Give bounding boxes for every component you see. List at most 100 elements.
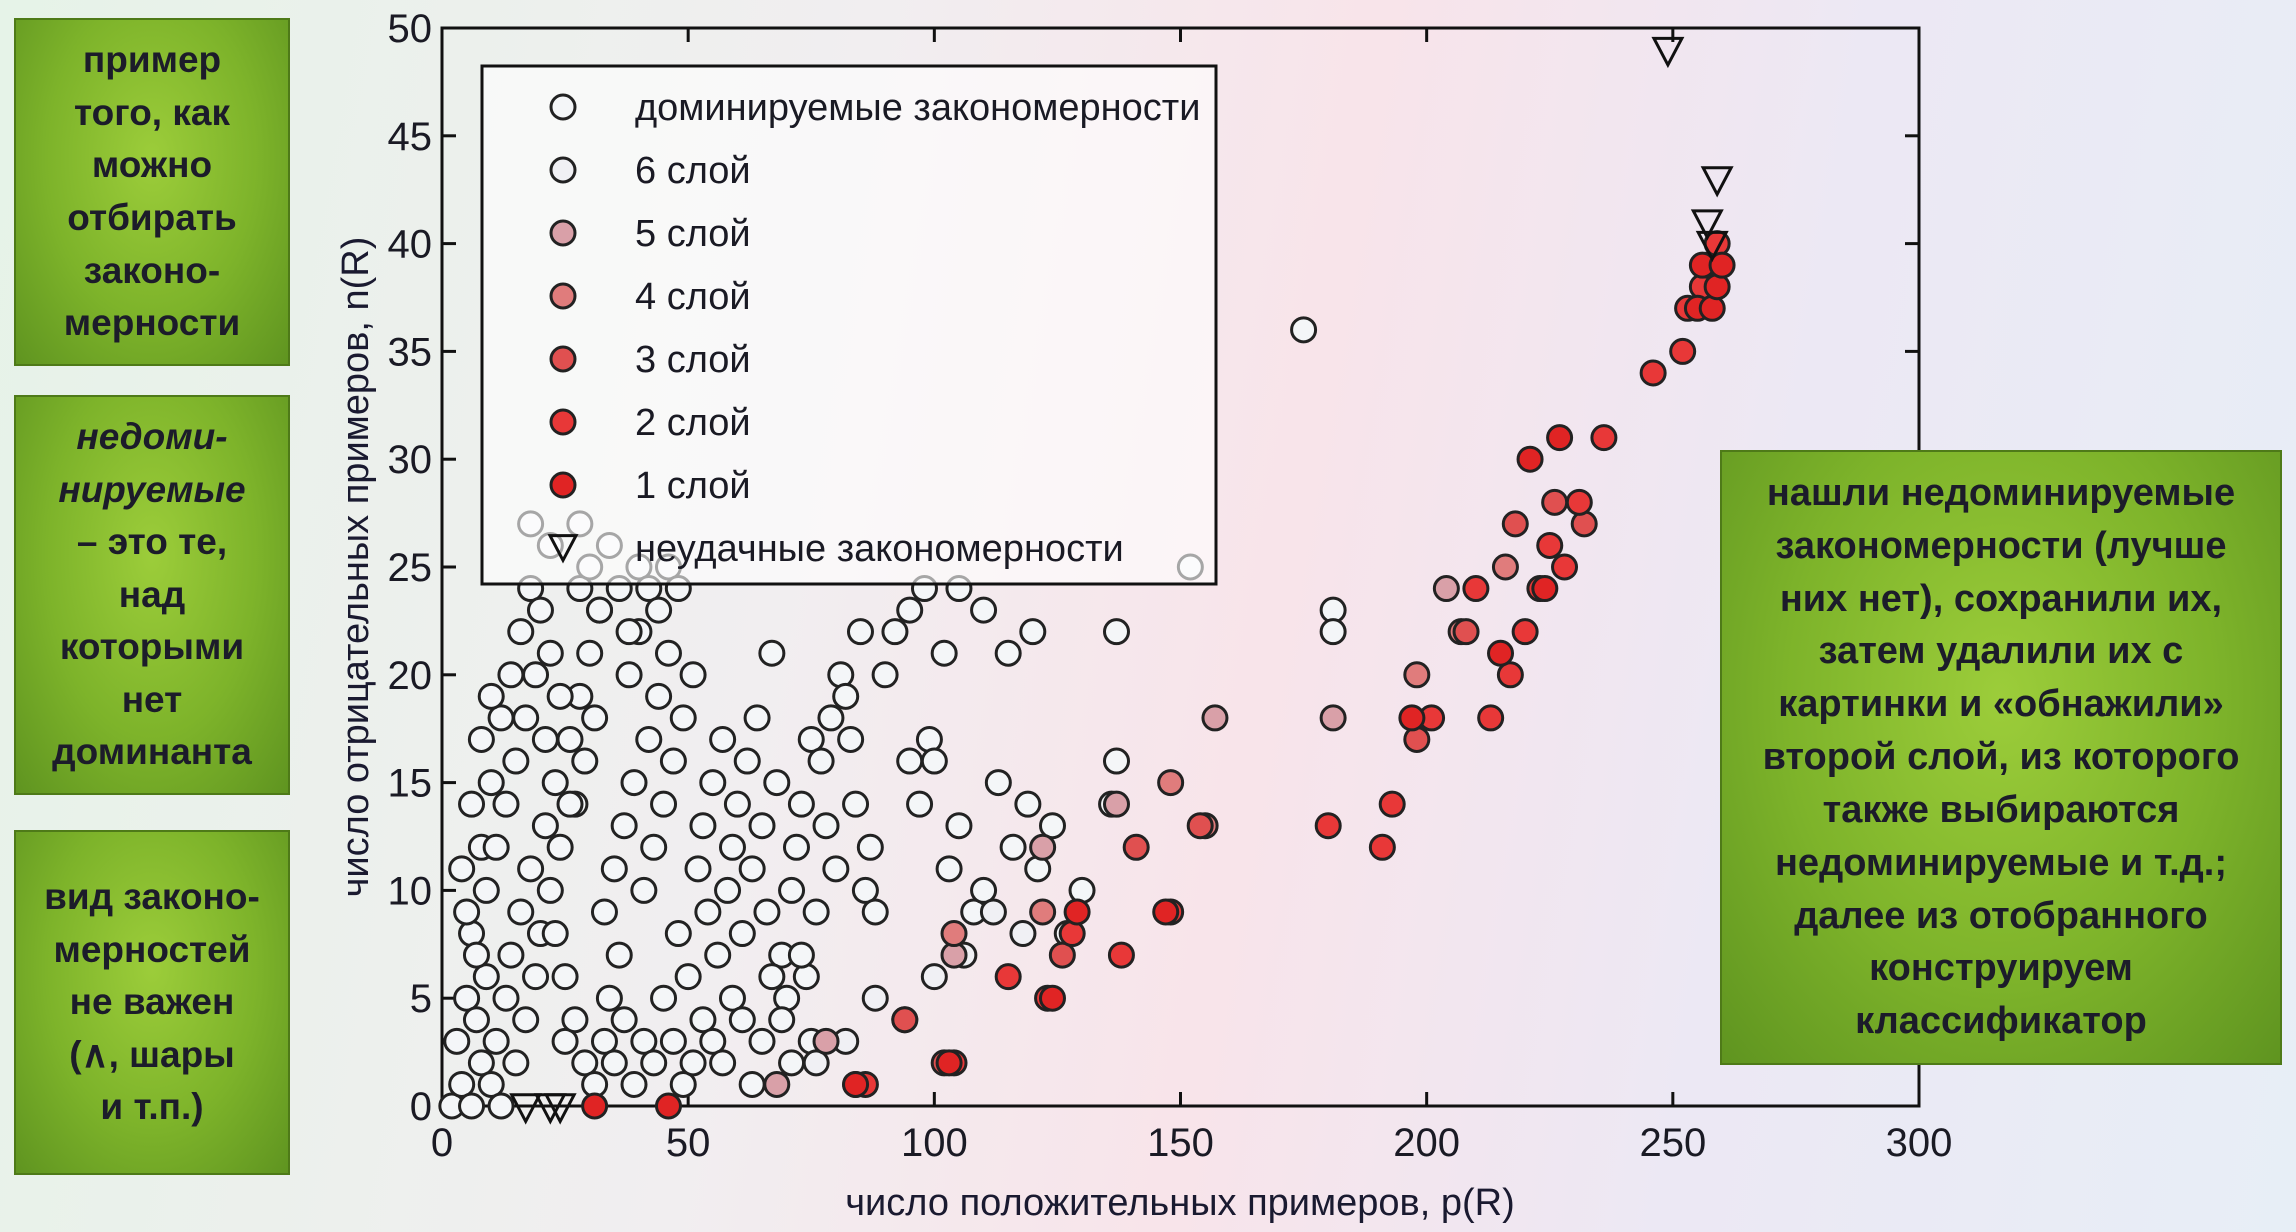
- point-series-0: [679, 661, 707, 689]
- legend-marker: [549, 282, 577, 310]
- point-series-0: [738, 1070, 766, 1098]
- point-series-0: [576, 639, 604, 667]
- legend-label: 5 слой: [635, 213, 751, 255]
- x-axis-label: число положительных примеров, p(R): [845, 1182, 1514, 1224]
- point-series-0: [846, 618, 874, 646]
- point-series-0: [748, 812, 776, 840]
- point-series-0: [896, 596, 924, 624]
- point-series-0: [640, 833, 668, 861]
- point-series-2: [1201, 704, 1229, 732]
- point-series-0: [709, 1049, 737, 1077]
- point-series-0: [994, 639, 1022, 667]
- point-series-0: [1014, 790, 1042, 818]
- note-example-selection: пример того, как можно отбирать законо- …: [14, 18, 290, 366]
- y-tick-label: 20: [388, 654, 433, 698]
- point-series-0: [669, 704, 697, 732]
- point-series-0: [522, 661, 550, 689]
- point-series-4: [1186, 812, 1214, 840]
- point-series-0: [856, 833, 884, 861]
- point-series-6: [1398, 704, 1426, 732]
- point-series-1: [920, 963, 948, 991]
- point-series-0: [704, 941, 732, 969]
- point-series-0: [541, 769, 569, 797]
- point-series-0: [699, 769, 727, 797]
- point-series-0: [541, 920, 569, 948]
- point-series-6: [1038, 984, 1066, 1012]
- point-series-0: [492, 984, 520, 1012]
- y-tick-label: 35: [388, 330, 433, 374]
- point-series-0: [842, 790, 870, 818]
- point-series-0: [556, 790, 584, 818]
- y-tick-label: 45: [388, 115, 433, 159]
- point-series-4: [1501, 510, 1529, 538]
- point-series-0: [482, 1027, 510, 1055]
- point-series-7: [533, 1093, 567, 1125]
- point-series-6: [935, 1049, 963, 1077]
- x-tick-label: 100: [901, 1121, 968, 1165]
- point-series-0: [699, 1027, 727, 1055]
- point-series-1: [802, 1049, 830, 1077]
- point-series-0: [1019, 618, 1047, 646]
- point-series-0: [654, 639, 682, 667]
- legend-label: 4 слой: [635, 276, 751, 318]
- point-series-0: [497, 661, 525, 689]
- point-series-0: [763, 769, 791, 797]
- x-tick-label: 200: [1393, 1121, 1460, 1165]
- point-series-0: [600, 1049, 628, 1077]
- point-series-0: [768, 1006, 796, 1034]
- note-pattern-type-text: вид законо- мерностей не важен (∧, шары …: [44, 876, 260, 1128]
- point-series-0: [664, 920, 692, 948]
- legend: доминируемые закономерности 6 слой 5 слой 4…: [480, 64, 1218, 586]
- point-series-0: [694, 898, 722, 926]
- point-series-0: [482, 833, 510, 861]
- point-series-0: [1102, 747, 1130, 775]
- point-series-7: [1700, 166, 1734, 198]
- point-series-0: [477, 1070, 505, 1098]
- point-series-6: [1516, 445, 1544, 473]
- point-series-0: [827, 661, 855, 689]
- point-series-0: [512, 704, 540, 732]
- point-series-0: [782, 833, 810, 861]
- point-series-5: [1378, 790, 1406, 818]
- point-series-0: [851, 876, 879, 904]
- point-series-0: [522, 963, 550, 991]
- point-series-0: [674, 963, 702, 991]
- note-procedure-text: нашли недоминируемые закономерности (луч…: [1762, 472, 2240, 1043]
- point-series-0: [743, 704, 771, 732]
- point-series-0: [822, 855, 850, 883]
- point-series-0: [635, 725, 663, 753]
- point-series-0: [630, 1027, 658, 1055]
- point-series-0: [467, 725, 495, 753]
- point-series-7: [1651, 36, 1685, 69]
- point-series-0: [458, 790, 486, 818]
- point-series-6: [1531, 575, 1559, 603]
- point-series-0: [945, 812, 973, 840]
- point-series-0: [472, 963, 500, 991]
- point-series-6: [654, 1092, 682, 1120]
- point-series-0: [970, 596, 998, 624]
- point-series-5: [1477, 704, 1505, 732]
- y-tick-label: 10: [388, 869, 433, 913]
- point-series-0: [832, 682, 860, 710]
- point-series-0: [502, 1049, 530, 1077]
- y-tick-label: 50: [388, 7, 433, 51]
- point-series-5: [1590, 424, 1618, 452]
- point-series-0: [443, 1027, 471, 1055]
- point-series-0: [1290, 316, 1318, 344]
- point-series-0: [586, 596, 614, 624]
- point-series-0: [787, 941, 815, 969]
- point-series-0: [689, 1006, 717, 1034]
- point-series-0: [807, 747, 835, 775]
- point-series-1: [861, 984, 889, 1012]
- point-series-0: [497, 941, 525, 969]
- point-series-3: [940, 920, 968, 948]
- point-series-0: [448, 855, 476, 883]
- point-series-5: [1551, 553, 1579, 581]
- point-series-4: [1122, 833, 1150, 861]
- point-series-0: [778, 876, 806, 904]
- point-series-6: [842, 1070, 870, 1098]
- point-series-0: [467, 1049, 495, 1077]
- point-series-0: [1038, 812, 1066, 840]
- point-series-0: [714, 876, 742, 904]
- legend-label: 6 слой: [635, 150, 751, 192]
